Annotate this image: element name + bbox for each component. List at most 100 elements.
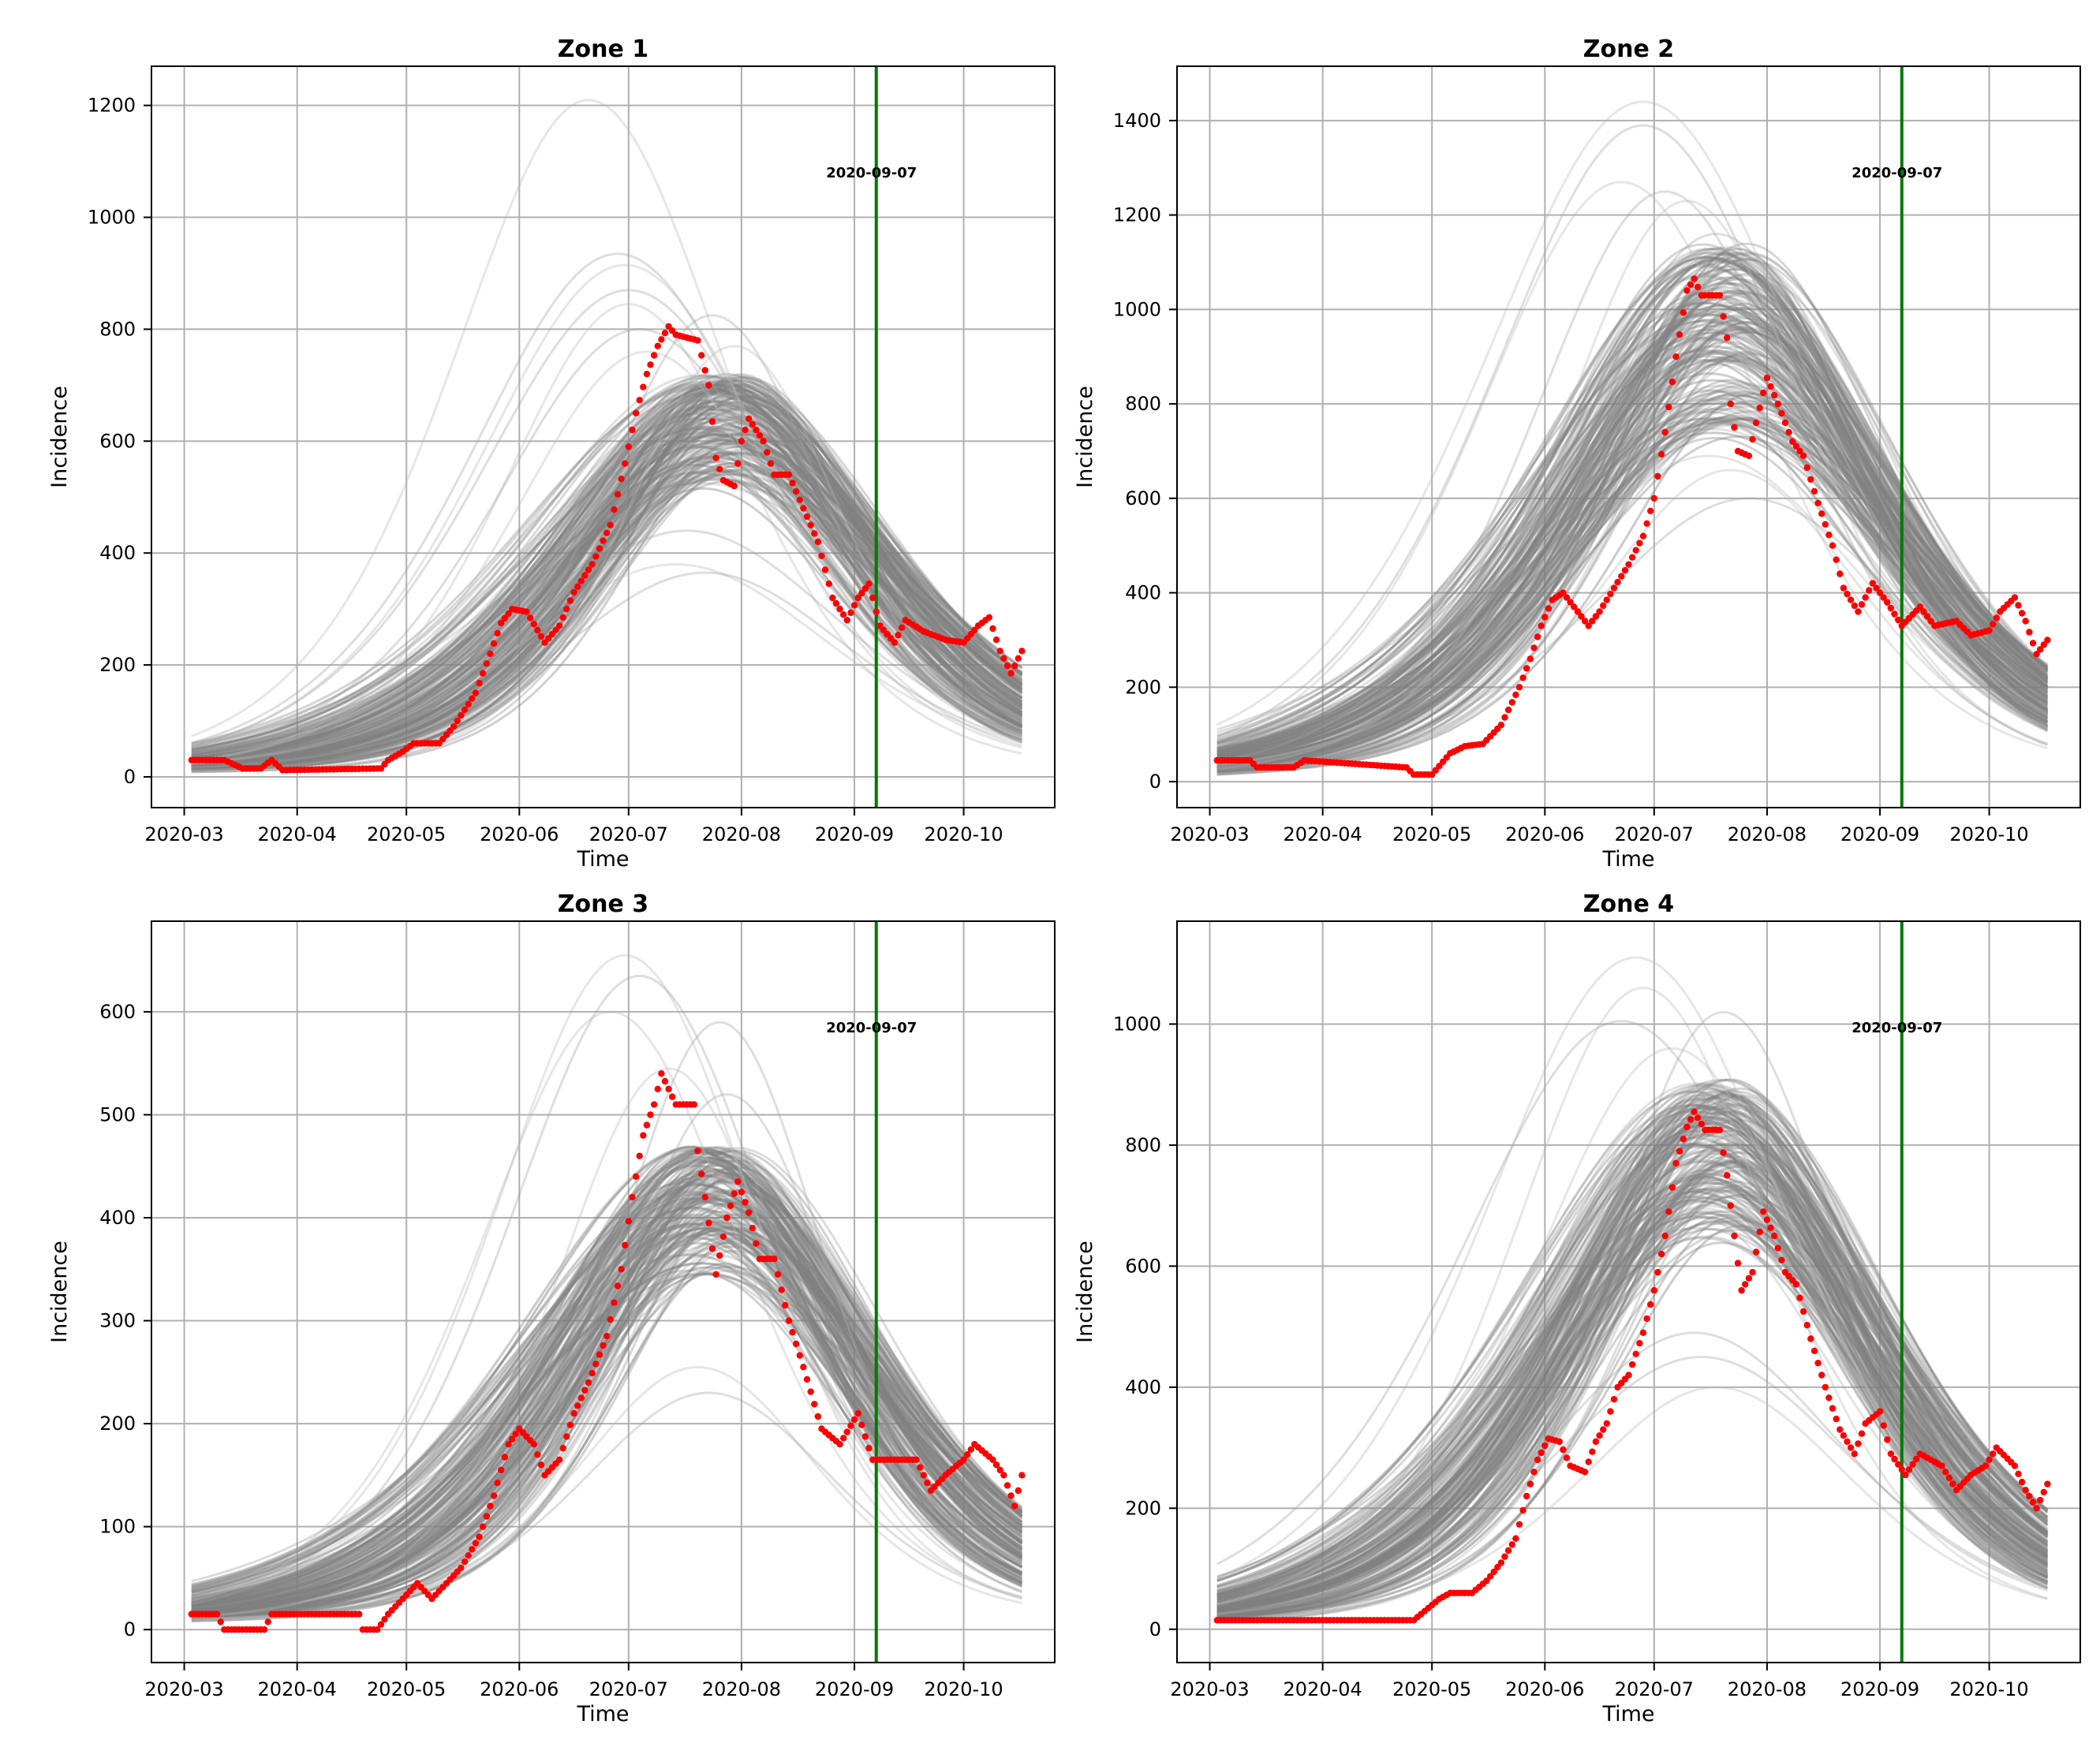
simulated-trajectory: [1216, 1188, 2049, 1610]
simulated-trajectory: [1216, 291, 2049, 776]
marker-date-label: 2020-09-07: [1852, 165, 1942, 181]
simulated-trajectory: [1216, 1155, 2049, 1594]
simulated-trajectory: [191, 393, 1023, 763]
simulated-trajectory: [1216, 262, 2049, 767]
simulated-trajectory: [191, 1149, 1023, 1611]
simulated-trajectory: [191, 571, 1022, 769]
subplot-zone-3: 2020-03 2020-04 2020-05 2020-06 2020-07 2020-…: [47, 890, 1056, 1726]
simulated-trajectory: [191, 441, 1023, 765]
observed-point: [767, 460, 775, 467]
observed-point: [461, 706, 469, 713]
simulated-trajectory: [191, 1241, 1023, 1611]
y-axis-label: Incidence: [1073, 386, 1097, 488]
simulated-trajectory: [1216, 372, 2049, 756]
observed-point: [749, 1224, 756, 1232]
simulated-trajectory: [1216, 1195, 2049, 1602]
simulated-trajectory: [1216, 308, 2049, 765]
observed-point: [458, 711, 465, 719]
observed-point: [1607, 1408, 1614, 1415]
observed-point: [1563, 1454, 1571, 1461]
observed-point: [1668, 378, 1676, 386]
simulated-trajectory: [1216, 292, 2049, 767]
observed-point: [698, 352, 705, 359]
observed-point: [1822, 521, 1829, 528]
simulated-trajectory: [191, 1222, 1023, 1593]
simulated-trajectory: [191, 400, 1023, 769]
simulated-trajectory: [1216, 416, 2049, 760]
observed-points: [188, 323, 1026, 774]
observed-point: [1844, 1438, 1851, 1446]
simulated-trajectory: [191, 1249, 1023, 1621]
observed-point: [1672, 1159, 1680, 1167]
simulated-trajectory: [1216, 427, 2049, 746]
simulated-trajectory: [191, 1159, 1023, 1606]
observed-point: [2022, 1487, 2029, 1494]
simulated-trajectory: [191, 434, 1023, 761]
observed-point: [1526, 1480, 1534, 1487]
simulated-trajectory: [191, 460, 1022, 767]
simulated-trajectory: [1216, 1118, 2049, 1610]
simulated-trajectory: [1216, 379, 2049, 771]
simulated-trajectory: [1216, 1187, 2049, 1611]
simulated-trajectory: [1216, 272, 2049, 765]
simulated-trajectory: [191, 1200, 1023, 1603]
simulated-trajectory: [191, 379, 1023, 760]
simulated-trajectory: [1216, 1144, 2049, 1607]
simulated-trajectory: [191, 422, 1023, 771]
simulated-trajectory: [191, 1145, 1023, 1592]
simulated-trajectory: [1216, 1190, 2049, 1600]
simulated-trajectory: [191, 439, 1023, 768]
observed-point: [716, 465, 723, 472]
simulated-trajectory: [1216, 257, 2049, 768]
observed-point: [1007, 1492, 1015, 1499]
observed-point: [731, 482, 738, 490]
simulated-trajectory: [191, 383, 1023, 767]
simulated-trajectory: [191, 383, 1023, 769]
observed-point: [1752, 419, 1760, 427]
simulated-trajectory: [191, 468, 1022, 770]
observed-point: [1003, 662, 1011, 670]
observed-point: [1789, 438, 1796, 446]
simulated-trajectory: [191, 451, 1023, 760]
simulated-trajectory: [191, 460, 1023, 760]
simulated-trajectory: [1216, 360, 2049, 767]
simulated-trajectory: [1216, 293, 2049, 767]
observed-point: [1519, 674, 1526, 681]
observed-point: [636, 1152, 643, 1159]
y-tick-label: 300: [99, 1310, 136, 1332]
observed-point: [1657, 1250, 1665, 1258]
simulated-trajectory: [191, 381, 1023, 767]
observed-point: [1840, 1432, 1848, 1439]
observed-point: [2026, 1492, 2033, 1500]
observed-point: [1716, 1126, 1724, 1133]
simulated-trajectory: [1216, 1106, 2049, 1598]
simulated-trajectory: [191, 1171, 1023, 1618]
observed-point: [796, 496, 803, 503]
simulated-trajectory: [1216, 253, 2049, 767]
simulated-trajectory: [191, 401, 1023, 767]
observed-point: [861, 584, 869, 592]
observed-point: [1833, 556, 1840, 563]
observed-point: [1504, 1547, 1512, 1555]
simulated-trajectory: [191, 1163, 1023, 1620]
simulated-trajectory: [1216, 1118, 2049, 1612]
observed-point: [1571, 603, 1578, 610]
simulated-trajectory: [1216, 381, 2049, 762]
observed-point: [836, 1441, 843, 1448]
observed-point: [2029, 640, 2037, 647]
simulated-trajectory: [1216, 1199, 2049, 1594]
simulated-trajectory: [1216, 1184, 2049, 1623]
observed-point: [1771, 1232, 1778, 1240]
observed-point: [1523, 1492, 1530, 1500]
simulated-trajectory: [1216, 278, 2049, 770]
simulated-trajectory: [191, 1213, 1023, 1622]
simulated-trajectory: [191, 384, 1023, 770]
simulated-trajectory: [1216, 1105, 2049, 1617]
simulated-trajectory: [191, 1159, 1023, 1614]
observed-point: [1508, 699, 1516, 706]
observed-point: [1545, 605, 1553, 612]
observed-point: [1526, 655, 1534, 662]
observed-point: [1691, 275, 1698, 282]
ensemble-trajectories: [191, 954, 1023, 1622]
